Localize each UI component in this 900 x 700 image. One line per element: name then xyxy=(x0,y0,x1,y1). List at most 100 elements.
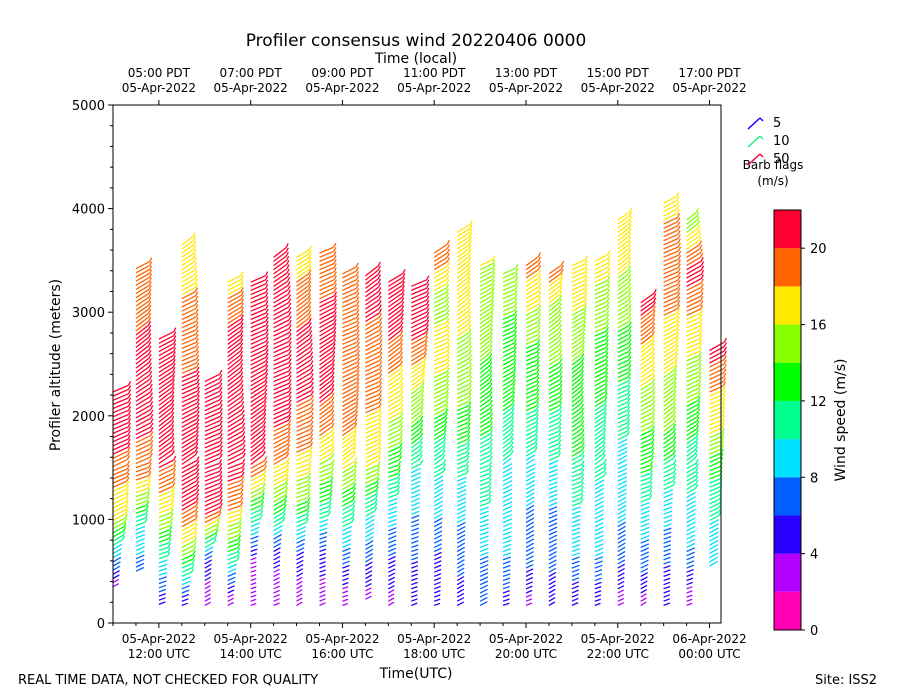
wind-barb xyxy=(365,506,376,513)
wind-barb-flag xyxy=(265,368,269,374)
wind-barb xyxy=(296,261,310,271)
wind-barb xyxy=(158,498,173,506)
wind-barb xyxy=(227,488,242,495)
wind-barb xyxy=(548,302,560,312)
wind-barb-flag xyxy=(584,276,588,281)
wind-barb-flag xyxy=(700,261,705,266)
wind-barb xyxy=(365,510,376,517)
wind-barb-flag xyxy=(628,215,632,221)
wind-barb-flag xyxy=(584,288,588,293)
wind-barb xyxy=(456,451,468,457)
wind-barb-flag xyxy=(127,406,132,411)
wind-barb xyxy=(250,404,265,416)
wind-barb xyxy=(571,312,585,321)
wind-barb-flag xyxy=(286,461,290,467)
wind-barb-flag xyxy=(649,494,653,499)
wind-barb xyxy=(502,391,514,399)
barb-legend-label: 10 xyxy=(773,134,790,149)
wind-barb xyxy=(273,315,290,325)
wind-barb xyxy=(525,463,536,470)
wind-barb-flag xyxy=(468,332,472,338)
wind-barb xyxy=(158,394,173,406)
wind-barb-flag xyxy=(468,244,472,250)
wind-barb-flag xyxy=(723,355,727,360)
wind-barb xyxy=(433,252,448,262)
wind-barb-flag xyxy=(583,308,587,313)
wind-barb xyxy=(663,275,679,283)
wind-barb xyxy=(319,462,333,470)
wind-barb xyxy=(686,568,694,573)
wind-barb xyxy=(433,589,441,594)
wind-barb xyxy=(296,484,309,491)
wind-barb xyxy=(365,295,380,306)
wind-barb xyxy=(617,555,626,561)
wind-barb xyxy=(135,261,150,270)
wind-barb xyxy=(479,527,489,532)
wind-barb-flag xyxy=(172,477,176,483)
wind-barb xyxy=(411,519,420,524)
wind-barb-flag xyxy=(121,535,126,541)
wind-barb xyxy=(617,593,624,598)
wind-barb-flag xyxy=(537,304,542,310)
wind-barb xyxy=(663,308,678,316)
wind-barb-flag xyxy=(127,418,131,423)
wind-barb-flag xyxy=(445,400,449,405)
wind-barb-flag xyxy=(700,283,704,288)
wind-barb xyxy=(158,370,174,382)
wind-barb xyxy=(158,419,173,431)
y-axis-label: Profiler altitude (meters) xyxy=(48,279,64,451)
wind-barb-flag xyxy=(400,326,404,331)
wind-barb xyxy=(617,248,629,258)
wind-barb-flag xyxy=(217,515,221,521)
wind-barb xyxy=(433,530,443,536)
wind-barb-flag xyxy=(628,347,632,352)
wind-barb xyxy=(686,248,701,258)
wind-barb xyxy=(250,454,264,466)
wind-barb-flag xyxy=(331,396,335,402)
wind-barb xyxy=(250,477,265,486)
wind-barb xyxy=(663,246,679,254)
wind-barb xyxy=(502,573,511,578)
wind-barb xyxy=(204,382,221,391)
wind-barb xyxy=(663,328,678,337)
wind-barb xyxy=(181,426,198,437)
wind-barb-flag xyxy=(378,439,382,444)
wind-barb-flag xyxy=(652,314,656,319)
wind-barb xyxy=(158,576,167,581)
wind-barb-flag xyxy=(535,409,539,415)
wind-barb xyxy=(709,435,723,443)
wind-barb xyxy=(548,409,560,416)
wind-barb xyxy=(411,535,419,540)
wind-barb-flag xyxy=(627,274,632,279)
wind-barb-flag xyxy=(169,521,173,526)
wind-barb xyxy=(686,542,696,548)
wind-barb-flag xyxy=(356,374,360,379)
wind-barb-flag xyxy=(467,265,471,270)
wind-barb xyxy=(525,598,533,602)
wind-barb xyxy=(433,283,448,291)
wind-barb xyxy=(617,290,630,300)
wind-barb-flag xyxy=(698,351,702,356)
wind-barb xyxy=(479,523,489,528)
wind-barb-flag xyxy=(309,446,313,451)
wind-barb-flag xyxy=(171,411,175,417)
colorbar-bin xyxy=(774,324,801,363)
wind-barb xyxy=(594,330,607,337)
wind-barb xyxy=(227,555,238,561)
wind-barb-flag xyxy=(331,409,335,415)
wind-barb xyxy=(502,346,515,354)
wind-barb xyxy=(594,322,607,329)
wind-barb-flag xyxy=(650,460,654,466)
wind-barb xyxy=(135,284,150,295)
wind-barb-flag xyxy=(677,225,681,231)
wind-barb xyxy=(548,571,557,577)
wind-barb xyxy=(548,510,558,515)
wind-barb-flag xyxy=(263,400,267,406)
wind-barb xyxy=(525,589,533,594)
wind-barb xyxy=(709,359,725,368)
wind-barb xyxy=(456,588,465,594)
wind-barb-flag xyxy=(698,367,702,373)
wind-barb xyxy=(479,356,491,366)
wind-barb-flag xyxy=(262,446,266,451)
